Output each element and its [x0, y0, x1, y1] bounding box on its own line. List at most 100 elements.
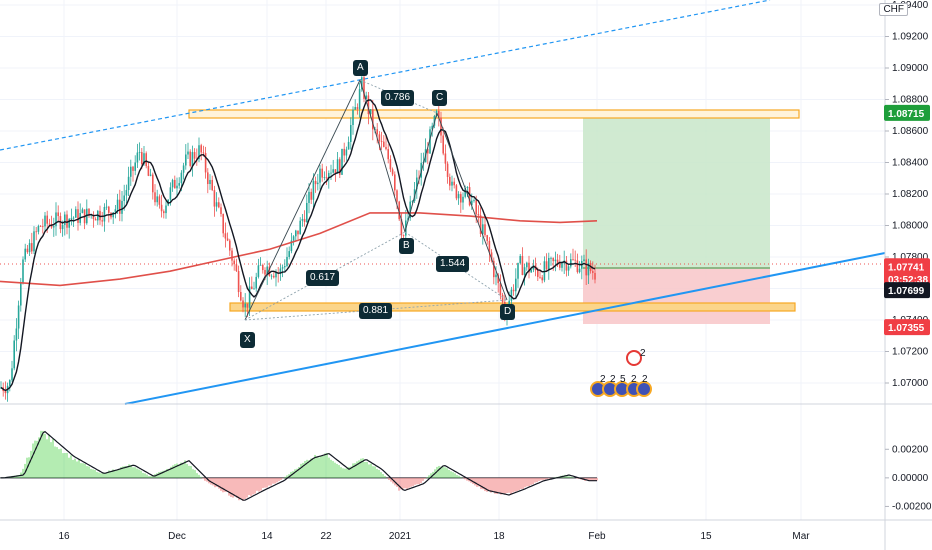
candle-body — [35, 231, 37, 233]
macd-bar — [60, 448, 62, 478]
event-icon-top[interactable] — [626, 350, 642, 366]
macd-bar — [248, 477, 250, 496]
candle-body — [145, 153, 147, 167]
price-tag-last — [884, 258, 930, 275]
candle-body — [493, 260, 495, 278]
macd-bar — [346, 468, 348, 478]
macd-bar — [118, 468, 120, 478]
macd-bar — [366, 461, 368, 478]
candle-body — [499, 283, 502, 295]
macd-bar — [390, 477, 392, 482]
macd-bar — [510, 477, 512, 495]
candle-body — [57, 212, 59, 217]
macd-bar — [66, 452, 68, 478]
macd-bar — [88, 466, 90, 478]
macd-bar — [504, 477, 506, 495]
candle-body — [356, 107, 359, 110]
macd-bar — [396, 477, 398, 487]
moving-averages — [0, 99, 598, 392]
time-axis[interactable]: 16 Dec 14 22 2021 18 Feb 15 Mar — [58, 531, 810, 542]
macd-bar — [240, 477, 242, 500]
macd-bar — [308, 460, 310, 478]
candle-body — [218, 202, 220, 208]
economic-events[interactable]: 2 2 2 5 2 2 — [590, 348, 652, 397]
candle-body — [548, 257, 550, 270]
macd-bar — [170, 466, 172, 478]
macd-bar — [184, 460, 186, 478]
macd-bar — [148, 475, 150, 478]
candle-body — [486, 235, 488, 241]
candle-body — [231, 250, 233, 261]
candle-body — [444, 153, 447, 164]
macd-bar — [158, 471, 160, 478]
macd-bar — [324, 453, 326, 478]
macd-bar — [280, 477, 282, 480]
candle-body — [468, 187, 471, 206]
macd-bar — [140, 470, 142, 478]
macd-bar — [166, 468, 168, 478]
pattern-label-c: C — [432, 90, 448, 106]
candle-body — [33, 231, 35, 252]
candle-body — [220, 207, 222, 214]
macd-bar — [24, 463, 26, 478]
macd-bar — [62, 453, 64, 478]
candle-body — [160, 204, 163, 212]
candle-body — [279, 268, 282, 273]
event-icon-5[interactable] — [636, 381, 652, 397]
candle-body — [530, 269, 532, 273]
macd-bar — [464, 477, 466, 480]
candle-body — [182, 165, 185, 173]
candle-body — [457, 194, 460, 199]
candle-body — [64, 214, 66, 225]
candle-body — [53, 226, 55, 228]
macd-bar — [76, 461, 78, 478]
candle-body — [515, 278, 517, 292]
macd-bar — [322, 455, 324, 478]
macd-bar — [596, 477, 598, 481]
macd-bar — [370, 463, 372, 478]
macd-bar — [120, 467, 122, 478]
candle-body — [37, 226, 40, 232]
macd-bar — [36, 440, 38, 478]
candle-body — [134, 162, 136, 171]
macd-bar — [586, 477, 588, 481]
candle-body — [125, 190, 128, 196]
macd-axis[interactable]: 0.00200 0.00000 -0.00200 — [885, 444, 932, 512]
macd-bar — [296, 468, 298, 478]
candle-body — [552, 257, 554, 262]
macd-bar — [426, 477, 428, 478]
candle-body — [462, 196, 464, 203]
macd-bar — [56, 447, 58, 478]
candle-body — [262, 264, 264, 271]
candle-body — [466, 187, 469, 188]
candle-body — [213, 190, 216, 207]
candle-body — [479, 215, 482, 234]
candle-body — [191, 152, 194, 166]
candle-body — [464, 187, 466, 197]
macd-bar — [260, 477, 262, 491]
candle-body — [264, 270, 266, 275]
pattern-leg — [404, 112, 438, 233]
candle-body — [209, 179, 211, 185]
macd-bar — [58, 449, 60, 478]
macd-bar — [86, 466, 88, 478]
macd-bar — [42, 430, 44, 478]
pattern-ratio-line — [244, 231, 406, 321]
macd-bar — [420, 477, 422, 484]
macd-bar — [410, 477, 412, 487]
candle-body — [171, 179, 174, 188]
macd-bar — [222, 477, 224, 493]
candle-body — [376, 129, 378, 135]
candle-body — [248, 286, 251, 308]
macd-bar — [330, 459, 332, 478]
ma-long-line — [0, 212, 598, 287]
candle-body — [286, 256, 288, 267]
y-tick-label: 1.08800 — [892, 95, 929, 106]
candle-body — [350, 125, 352, 142]
candle-body — [319, 168, 321, 183]
candle-body — [22, 259, 24, 283]
x-tick-label: 22 — [320, 531, 332, 542]
candle-body — [295, 230, 297, 237]
pattern-label-x: X — [240, 332, 255, 348]
